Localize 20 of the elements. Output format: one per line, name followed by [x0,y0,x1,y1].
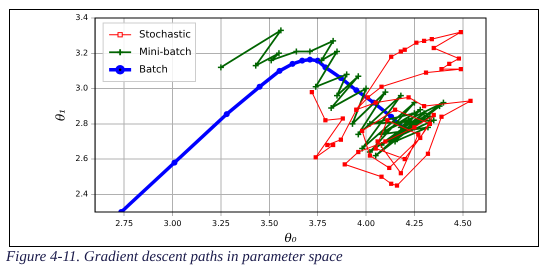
legend-label: Stochastic [139,29,191,40]
y-tick-label: 2.6 [75,154,88,164]
y-tick-label: 2.8 [75,118,88,128]
x-tick-label: 3.00 [164,218,182,228]
x-tick-label: 4.00 [357,218,375,228]
y-tick-label: 3.2 [75,48,88,58]
x-tick-label: 2.75 [115,218,134,228]
x-tick-label: 3.50 [260,218,278,228]
x-tick-label: 3.75 [308,218,327,228]
x-tick-label: 3.25 [212,218,230,228]
x-axis-title: θ₀ [284,230,297,245]
y-axis-title: θ₁ [53,108,68,122]
x-tick-label: 4.50 [454,218,472,228]
y-tick-label: 2.4 [75,189,88,198]
legend-label: Mini-batch [139,46,192,58]
legend-label: Batch [139,64,168,76]
x-tick-label: 4.25 [405,218,424,228]
y-tick-label: 3.0 [75,84,88,93]
y-tick-label: 3.4 [75,13,88,22]
caption: Figure 4-11. Gradient descent paths in parameter space [6,249,343,266]
